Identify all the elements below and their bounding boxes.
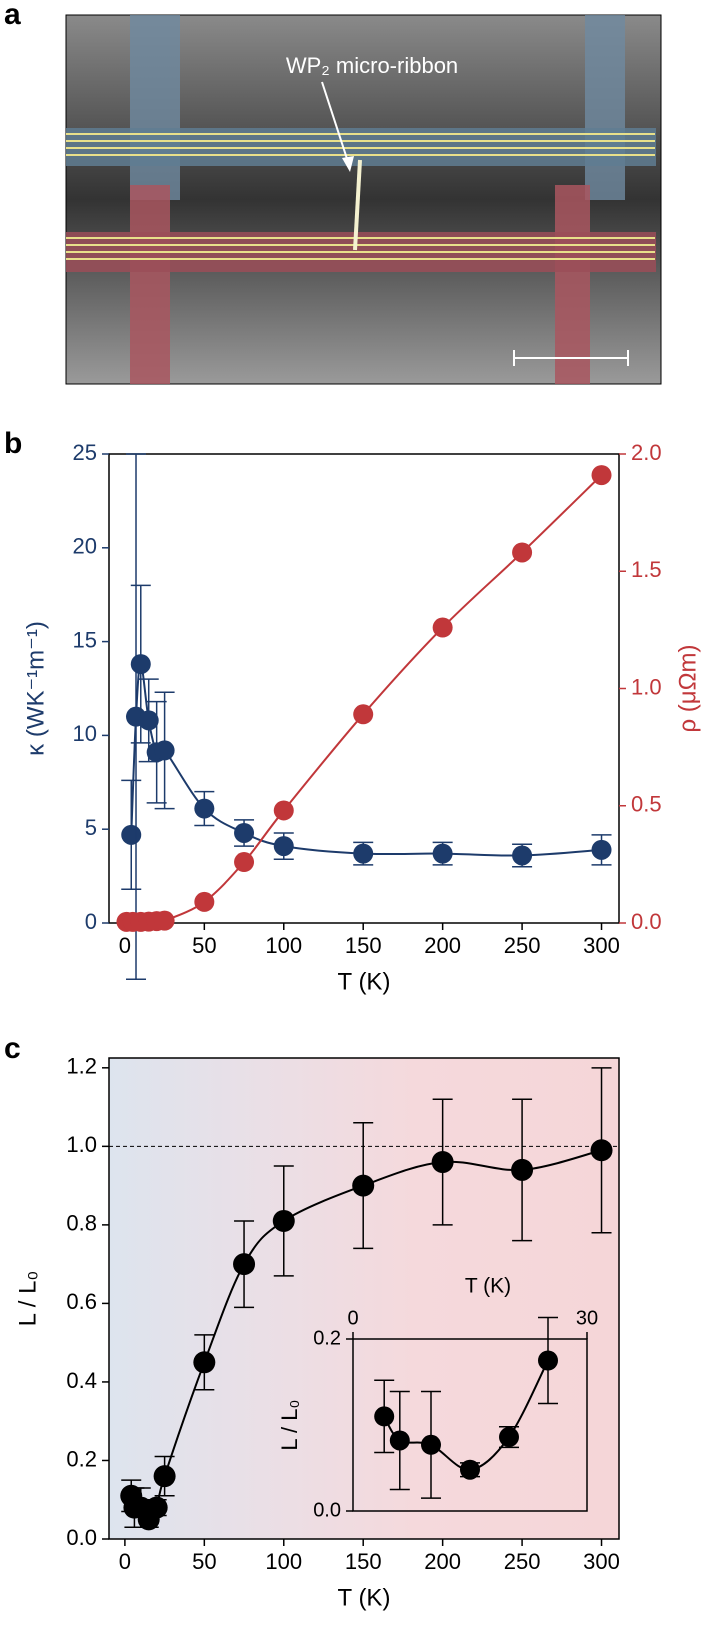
data-point [154, 740, 175, 761]
panel-label: c [4, 1032, 21, 1065]
x-tick-label: 250 [504, 933, 541, 958]
data-point [234, 852, 255, 873]
y-tick-label: 0.2 [313, 1327, 341, 1349]
data-point [154, 910, 175, 931]
x-tick-label: 30 [576, 1307, 598, 1329]
data-point [432, 617, 453, 638]
background [109, 1058, 619, 1539]
data-point [389, 1430, 410, 1451]
x-tick-label: 150 [345, 933, 382, 958]
y-tick-label: 20 [73, 534, 97, 559]
data-point [145, 1496, 168, 1519]
y-axis-label: L / L₀ [277, 1399, 302, 1450]
data-point [353, 843, 374, 864]
data-point [273, 836, 294, 857]
x-tick-label: 150 [345, 1549, 382, 1574]
data-point [590, 1139, 613, 1162]
y-axis-label: L / L₀ [14, 1271, 41, 1327]
y2-tick-label: 1.0 [631, 674, 662, 699]
y-axis-label: κ (WK⁻¹m⁻¹) [22, 621, 49, 756]
data-point [512, 845, 533, 866]
data-point [511, 1158, 534, 1181]
x-tick-label: 0 [119, 1549, 131, 1574]
data-point [421, 1434, 441, 1455]
data-point [431, 1151, 454, 1174]
data-point [499, 1427, 519, 1448]
x-tick-label: 100 [265, 933, 302, 958]
fit-line [130, 663, 602, 857]
data-point [272, 1209, 295, 1232]
data-point [121, 824, 142, 845]
x-tick-label: 50 [192, 933, 216, 958]
y2-tick-label: 2.0 [631, 440, 662, 465]
data-point [273, 800, 294, 821]
data-point [432, 843, 453, 864]
y-tick-label: 25 [73, 440, 97, 465]
x-tick-label: 0 [347, 1307, 358, 1329]
y-tick-label: 0.6 [66, 1289, 97, 1314]
x-tick-label: 250 [504, 1549, 541, 1574]
data-point [194, 798, 215, 819]
data-point [591, 839, 612, 860]
x-tick-label: 300 [583, 1549, 620, 1574]
data-point [193, 1351, 216, 1374]
panel-label: b [4, 427, 22, 460]
data-point [233, 1253, 256, 1276]
y-tick-label: 0.4 [66, 1368, 97, 1393]
plot-frame [352, 1338, 588, 1512]
panel-label: a [4, 0, 21, 31]
data-point [153, 1465, 176, 1488]
x-axis-label: T (K) [338, 1584, 391, 1611]
data-point [130, 654, 151, 675]
x-tick-label: 50 [192, 1549, 216, 1574]
y-tick-label: 1.0 [66, 1132, 97, 1157]
data-point [591, 465, 612, 486]
data-point [234, 822, 255, 843]
x-tick-label: 200 [424, 1549, 461, 1574]
data-point [138, 710, 159, 731]
y2-tick-label: 1.5 [631, 557, 662, 582]
x-axis-label: T (K) [465, 1275, 511, 1298]
data-point [353, 704, 374, 725]
data-point [374, 1406, 395, 1427]
data-point [460, 1459, 480, 1480]
y2-axis-label: ρ (μΩm) [674, 644, 701, 732]
y2-tick-label: 0.5 [631, 792, 662, 817]
x-tick-label: 0 [119, 933, 131, 958]
y-tick-label: 15 [73, 627, 97, 652]
x-axis-label: T (K) [338, 968, 391, 995]
x-tick-label: 200 [424, 933, 461, 958]
data-point [194, 891, 215, 912]
image-annotation: WP₂ micro-ribbon [286, 53, 458, 78]
y-tick-label: 0 [85, 909, 97, 934]
sem-image: WP₂ micro-ribbon [65, 14, 662, 385]
y2-tick-label: 0.0 [631, 909, 662, 934]
plot-frame [108, 1057, 620, 1540]
data-point [538, 1350, 558, 1371]
y-tick-label: 0.0 [66, 1525, 97, 1550]
y-tick-label: 1.2 [66, 1054, 97, 1079]
x-tick-label: 100 [265, 1549, 302, 1574]
y-tick-label: 0.0 [313, 1499, 341, 1521]
y-tick-label: 0.2 [66, 1446, 97, 1471]
y-tick-label: 5 [85, 815, 97, 840]
data-point [352, 1174, 375, 1197]
data-point [512, 542, 533, 563]
y-tick-label: 10 [73, 721, 97, 746]
x-tick-label: 300 [583, 933, 620, 958]
y-tick-label: 0.8 [66, 1211, 97, 1236]
